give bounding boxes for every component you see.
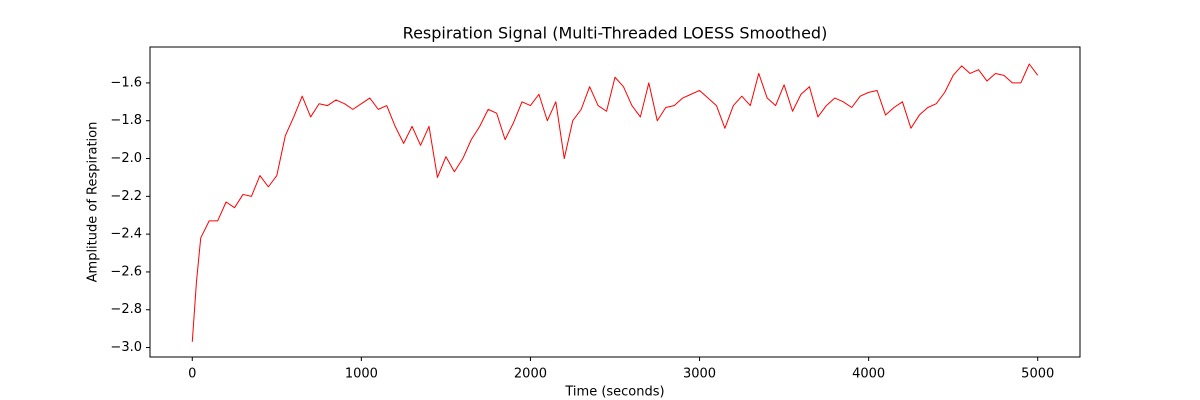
x-tick-label: 4000 (852, 367, 885, 382)
x-axis-label: Time (seconds) (564, 385, 664, 400)
y-tick-label: −2.2 (110, 189, 142, 204)
x-tick-label: 5000 (1021, 367, 1054, 382)
line-series (191, 63, 1039, 342)
y-tick-label: −3.0 (110, 340, 142, 355)
y-tick-label: −2.0 (110, 151, 142, 166)
y-axis-label: Amplitude of Respiration (86, 122, 101, 283)
chart-title: Respiration Signal (Multi-Threaded LOESS… (403, 24, 828, 43)
y-tick-label: −1.6 (110, 75, 142, 90)
x-tick-label: 2000 (514, 367, 547, 382)
y-tick-label: −1.8 (110, 113, 142, 128)
x-tick-label: 3000 (683, 367, 716, 382)
y-tick-label: −2.6 (110, 264, 142, 279)
x-tick-label: 1000 (345, 367, 378, 382)
plot-frame (149, 46, 1081, 358)
y-tick-label: −2.4 (110, 227, 142, 242)
y-tick-label: −2.8 (110, 302, 142, 317)
x-tick-label: 0 (188, 367, 196, 382)
